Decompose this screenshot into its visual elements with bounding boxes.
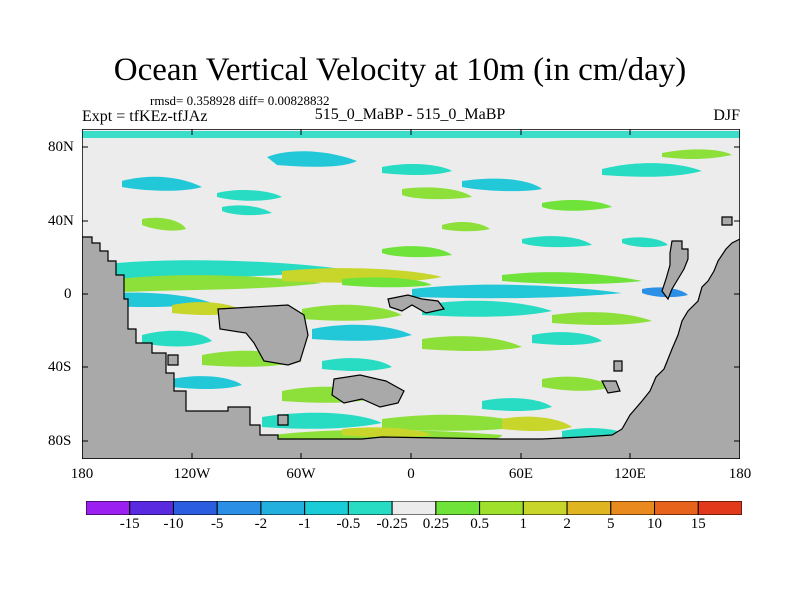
map-plot: [82, 129, 740, 459]
x-tick-label: 180: [728, 466, 752, 482]
x-tick-label: 0: [407, 466, 415, 482]
colorbar-label: 0.25: [422, 516, 450, 532]
colorbar-label: -10: [163, 516, 184, 532]
case-label: 515_0_MaBP - 515_0_MaBP: [314, 106, 506, 123]
colorbar-swatch: [522, 501, 568, 515]
colorbar-label: -5: [210, 516, 224, 532]
y-tick-label: 80S: [48, 433, 72, 449]
colorbar-swatch: [347, 501, 393, 515]
season-label: DJF: [713, 107, 740, 124]
colorbar-label: 1: [519, 516, 528, 532]
land: [82, 216, 740, 459]
x-tick-label: 120E: [614, 466, 646, 482]
stats-text: rmsd= 0.358928 diff= 0.00828832: [150, 93, 330, 108]
colorbar-swatch: [610, 501, 656, 515]
colorbar-swatch: [391, 501, 437, 515]
colorbar-label: -1: [298, 516, 311, 532]
x-tick-label: 60W: [286, 466, 316, 482]
colorbar-label: 10: [647, 516, 662, 532]
plot-title: Ocean Vertical Velocity at 10m (in cm/da…: [113, 52, 687, 88]
colorbar-swatch: [566, 501, 612, 515]
colorbar-label: 15: [690, 516, 706, 532]
colorbar-swatch: [479, 501, 524, 515]
y-tick-label: 80N: [48, 139, 74, 155]
y-tick-label: 40N: [48, 213, 74, 229]
colorbar-swatch: [129, 501, 174, 515]
y-tick-label: 40S: [48, 359, 72, 375]
colorbar-label: -15: [119, 516, 140, 532]
colorbar-swatch: [260, 501, 306, 515]
colorbar-swatch: [654, 501, 699, 515]
x-tick-label: 120W: [173, 466, 211, 482]
map-ticks: [82, 129, 740, 459]
colorbar-label: 0.5: [470, 516, 489, 532]
colorbar-swatch: [86, 501, 131, 515]
colorbar-swatch: [172, 501, 218, 515]
colorbar-label: 2: [563, 516, 571, 532]
colorbar: [86, 501, 742, 515]
colorbar-swatch: [435, 501, 481, 515]
colorbar-swatch: [216, 501, 262, 515]
y-tick-label: 0: [64, 286, 72, 302]
experiment-label: Expt = tfKEz-tfJAz: [82, 108, 208, 125]
x-tick-label: 60E: [508, 466, 534, 482]
colorbar-swatch: [697, 501, 742, 515]
colorbar-label: -0.25: [376, 516, 408, 532]
colorbar-label: -0.5: [336, 516, 361, 532]
x-tick-label: 180: [70, 466, 94, 482]
colorbar-label: 5: [607, 516, 615, 532]
colorbar-swatch: [304, 501, 349, 515]
colorbar-label: -2: [254, 516, 268, 532]
